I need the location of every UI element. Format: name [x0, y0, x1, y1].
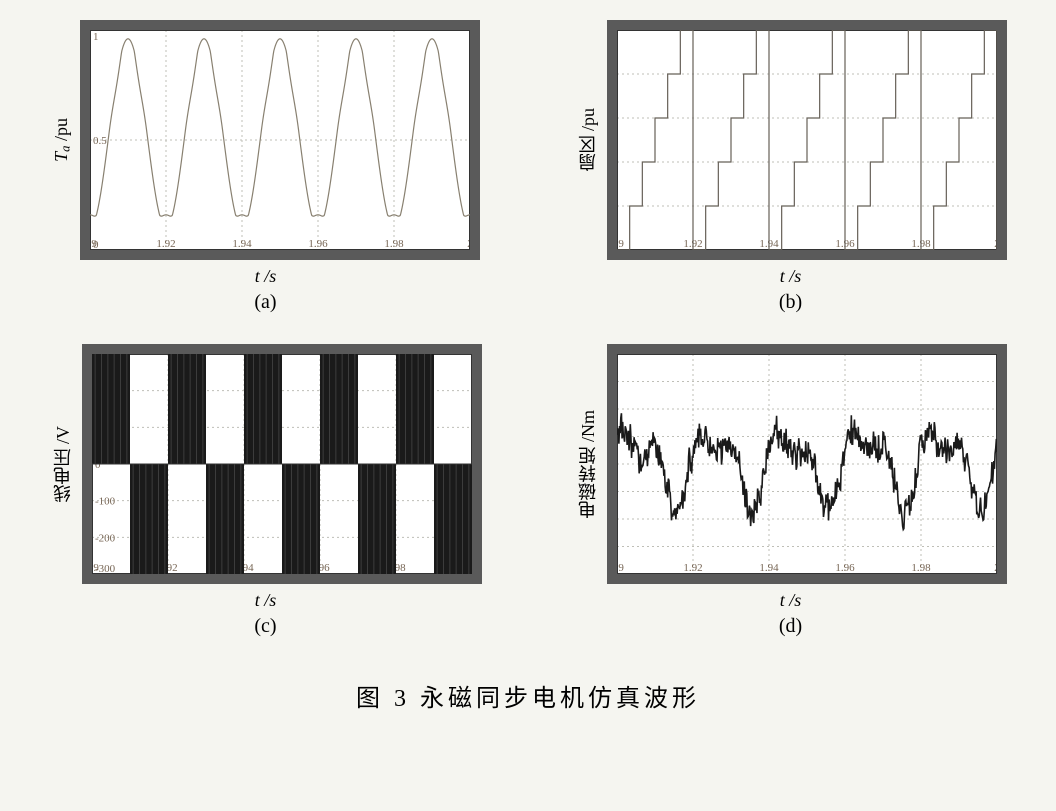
- sublabel-a: (a): [254, 291, 276, 314]
- plotbox-b: 1.91.921.941.961.982: [607, 20, 1007, 260]
- panel-d: 电磁转矩 /Nm 1.91.921.941.961.982 t /s (d): [553, 344, 1028, 638]
- svg-text:1.96: 1.96: [835, 562, 855, 574]
- xlabel-b: t /s: [780, 266, 802, 287]
- sublabel-b: (b): [779, 291, 802, 314]
- svg-text:-100: -100: [95, 496, 116, 508]
- ylabel-d: 电磁转矩 /Nm: [575, 410, 601, 519]
- svg-text:1.9: 1.9: [617, 238, 624, 250]
- chart-d: 1.91.921.941.961.982: [617, 354, 997, 574]
- panel-a: Ta /pu 1.91.921.941.961.98200.51 t /s (a…: [28, 20, 503, 314]
- plotbox-d: 1.91.921.941.961.982: [607, 344, 1007, 584]
- svg-text:1.92: 1.92: [683, 562, 702, 574]
- svg-text:1.98: 1.98: [911, 562, 931, 574]
- figure-caption: 图 3 永磁同步电机仿真波形: [20, 678, 1036, 713]
- plotbox-c: 1.91.921.941.961.982-300-200-10001002003…: [82, 344, 482, 584]
- ylabel-c: 线电压 /V: [50, 426, 76, 503]
- sublabel-c: (c): [254, 615, 276, 638]
- panel-c: 线电压 /V 1.91.921.941.961.982-300-200-1000…: [28, 344, 503, 638]
- svg-text:1.92: 1.92: [156, 238, 175, 250]
- svg-text:1.96: 1.96: [308, 238, 328, 250]
- svg-text:1.9: 1.9: [617, 562, 624, 574]
- svg-text:-300: -300: [95, 563, 116, 574]
- xlabel-c: t /s: [255, 590, 277, 611]
- svg-text:1.94: 1.94: [759, 562, 779, 574]
- svg-text:1: 1: [93, 31, 99, 43]
- plotbox-a: 1.91.921.941.961.98200.51: [80, 20, 480, 260]
- ylabel-a: Ta /pu: [51, 118, 74, 162]
- chart-c: 1.91.921.941.961.982-300-200-10001002003…: [92, 354, 472, 574]
- figure-grid: Ta /pu 1.91.921.941.961.982 0 0.5 1 t /s (a…: [28, 20, 1028, 638]
- svg-text:-200: -200: [95, 532, 116, 544]
- svg-text:1.94: 1.94: [232, 238, 252, 250]
- panel-b: 扇区 /pu 1.91.921.941.961.982 t /s (b): [553, 20, 1028, 314]
- xlabel-a: t /s: [255, 266, 277, 287]
- ylabel-b: 扇区 /pu: [575, 108, 601, 172]
- chart-b: 1.91.921.941.961.982: [617, 30, 997, 250]
- xlabel-d: t /s: [780, 590, 802, 611]
- chart-a: 1.91.921.941.961.98200.51: [90, 30, 470, 250]
- sublabel-d: (d): [779, 615, 802, 638]
- svg-text:1.98: 1.98: [384, 238, 404, 250]
- svg-text:0: 0: [93, 239, 99, 250]
- svg-text:0.5: 0.5: [93, 135, 107, 147]
